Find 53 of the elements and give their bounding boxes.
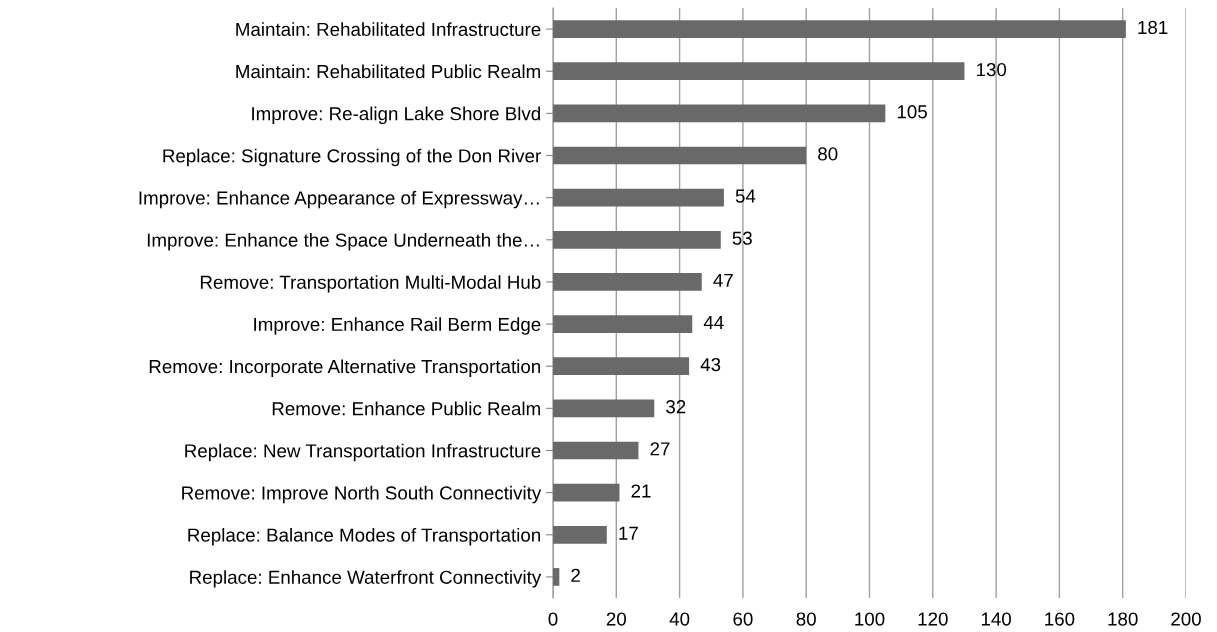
data-label: 27 [650,442,670,456]
bar [553,230,721,249]
data-label: 17 [619,526,638,540]
bar [553,399,655,418]
x-tick-label: 180 [1108,612,1138,626]
bar [553,146,807,165]
y-tick-label: Improve: Enhance Appearance of Expressway… [139,190,539,209]
x-tick-label: 160 [1045,612,1075,626]
bar [553,104,886,123]
data-label: 54 [735,189,756,203]
x-tick-label: 80 [796,612,816,626]
y-tick-label: Replace: Enhance Waterfront Connectivity [190,570,542,588]
y-tick-label: Replace: Balance Modes of Transportation [188,527,540,546]
y-tick-label: Replace: Signature Crossing of the Don River [163,148,541,167]
data-label: 80 [818,147,838,161]
data-label: 105 [897,105,927,119]
x-tick-label: 40 [669,612,690,626]
bar [553,441,639,460]
data-label: 47 [713,273,733,287]
x-tick-label: 120 [918,612,948,626]
y-tick-label: Improve: Enhance Rail Berm Edge [254,317,541,335]
bar [553,273,702,291]
y-tick-label: Improve: Re-align Lake Shore Blvd [252,106,540,125]
y-tick-label: Remove: Transportation Multi-Modal Hub [200,275,541,293]
x-tick-label: 60 [733,612,753,626]
bar [553,20,1126,38]
data-label: 43 [700,357,721,372]
data-label: 53 [732,231,752,245]
data-label: 21 [631,484,651,498]
bar [553,357,690,376]
x-tick-label: 140 [981,612,1012,626]
data-label: 44 [703,316,724,329]
y-tick-label: Remove: Enhance Public Realm [272,401,540,416]
y-tick-label: Remove: Improve North South Connectivity [182,485,542,504]
data-label: 181 [1138,20,1168,35]
x-tick-label: 200 [1171,612,1201,626]
bar [553,525,607,544]
bar [553,568,560,586]
y-tick-label: Remove: Incorporate Alternative Transportation [149,359,541,377]
bar [553,315,693,333]
y-tick-label: Replace: New Transportation Infrastructure [185,443,541,462]
data-label: 130 [976,62,1007,77]
x-tick-label: 0 [548,612,558,626]
x-tick-label: 100 [855,612,885,626]
data-label: 32 [666,400,686,414]
x-tick-label: 20 [606,612,626,626]
bar [553,483,620,502]
data-label: 2 [571,568,580,582]
bar [553,188,724,207]
y-tick-label: Improve: Enhance the Space Underneath the… [147,232,539,251]
y-tick-label: Maintain: Rehabilitated Public Realm [236,64,540,79]
bar [553,62,965,81]
y-tick-label: Maintain: Rehabilitated Infrastructure [236,22,541,37]
